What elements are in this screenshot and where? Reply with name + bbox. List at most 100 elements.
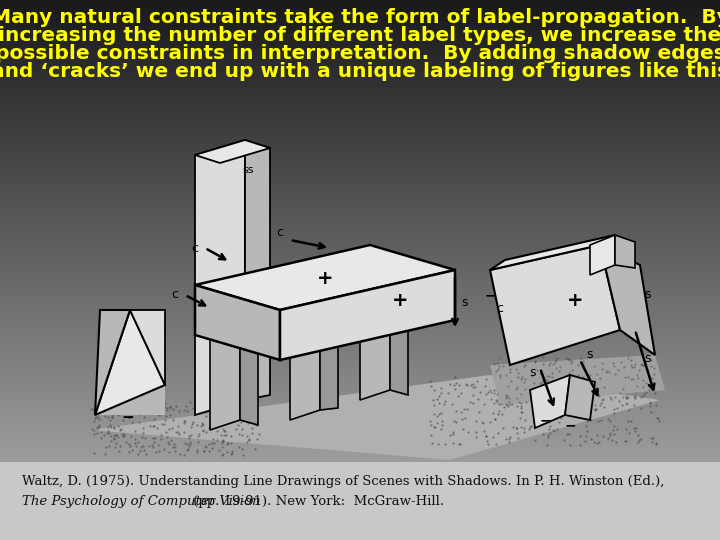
Point [215, 431, 226, 440]
Point [621, 394, 633, 403]
Point [94, 404, 106, 413]
Point [555, 395, 567, 404]
Point [639, 390, 650, 399]
Point [202, 400, 214, 408]
Point [577, 383, 588, 391]
Point [155, 399, 166, 407]
Point [582, 388, 594, 396]
Point [88, 407, 99, 415]
Point [593, 437, 605, 446]
Point [436, 409, 447, 417]
Point [518, 428, 530, 437]
Point [636, 393, 647, 402]
Point [91, 429, 103, 437]
Point [563, 355, 575, 363]
Point [456, 388, 467, 397]
Point [552, 424, 563, 433]
Point [577, 375, 589, 383]
Point [95, 434, 107, 442]
Text: +: + [317, 268, 333, 287]
Point [99, 430, 110, 439]
Point [600, 368, 612, 376]
Point [621, 399, 632, 408]
Point [562, 379, 574, 388]
Point [127, 446, 138, 454]
Point [546, 369, 557, 377]
Point [430, 422, 441, 431]
Polygon shape [130, 310, 165, 385]
Polygon shape [490, 235, 615, 270]
Point [167, 416, 179, 425]
Point [561, 379, 572, 387]
Point [629, 427, 641, 435]
Point [638, 361, 649, 369]
Point [543, 430, 554, 439]
Point [638, 353, 649, 362]
Point [570, 390, 582, 399]
Point [653, 417, 665, 426]
Point [498, 391, 509, 400]
Point [230, 425, 242, 434]
Point [206, 444, 217, 453]
Point [579, 388, 590, 396]
Point [246, 424, 258, 433]
Point [582, 388, 594, 397]
Point [500, 434, 512, 443]
Point [489, 399, 500, 407]
Point [567, 390, 579, 399]
Point [531, 409, 543, 417]
Point [639, 360, 650, 369]
Point [436, 421, 448, 430]
Point [249, 402, 261, 410]
Point [165, 410, 176, 419]
Point [222, 438, 234, 447]
Point [118, 429, 130, 438]
Point [645, 374, 657, 383]
Point [101, 402, 112, 410]
Point [428, 423, 440, 431]
Point [148, 437, 159, 446]
Point [518, 423, 530, 432]
Point [490, 367, 502, 375]
Point [512, 382, 523, 391]
Point [103, 442, 114, 450]
Point [444, 380, 455, 388]
Point [462, 380, 473, 389]
Point [99, 412, 111, 421]
Point [554, 418, 565, 427]
Point [585, 370, 596, 379]
Point [634, 435, 645, 444]
Point [138, 404, 150, 413]
Point [223, 411, 235, 420]
Point [494, 399, 505, 408]
Point [621, 436, 632, 445]
Point [148, 414, 159, 423]
Point [129, 427, 140, 435]
Point [577, 399, 589, 407]
Point [634, 381, 646, 390]
Point [480, 375, 491, 383]
Point [163, 424, 175, 433]
Point [490, 414, 501, 423]
Point [562, 355, 573, 364]
Point [159, 403, 171, 411]
Point [197, 418, 208, 427]
Point [651, 440, 662, 448]
Point [110, 439, 122, 448]
Point [236, 425, 248, 434]
Point [174, 406, 185, 415]
Polygon shape [195, 245, 455, 310]
Point [504, 364, 516, 373]
Point [454, 440, 465, 448]
Point [581, 427, 593, 435]
Point [501, 384, 513, 393]
Text: c: c [171, 288, 179, 301]
Point [449, 381, 460, 389]
Point [544, 429, 555, 437]
Text: The Psychology of Computer Vision: The Psychology of Computer Vision [22, 495, 261, 508]
Point [211, 408, 222, 417]
Point [113, 447, 125, 455]
Point [89, 414, 101, 423]
Point [179, 405, 190, 414]
Point [564, 441, 576, 449]
